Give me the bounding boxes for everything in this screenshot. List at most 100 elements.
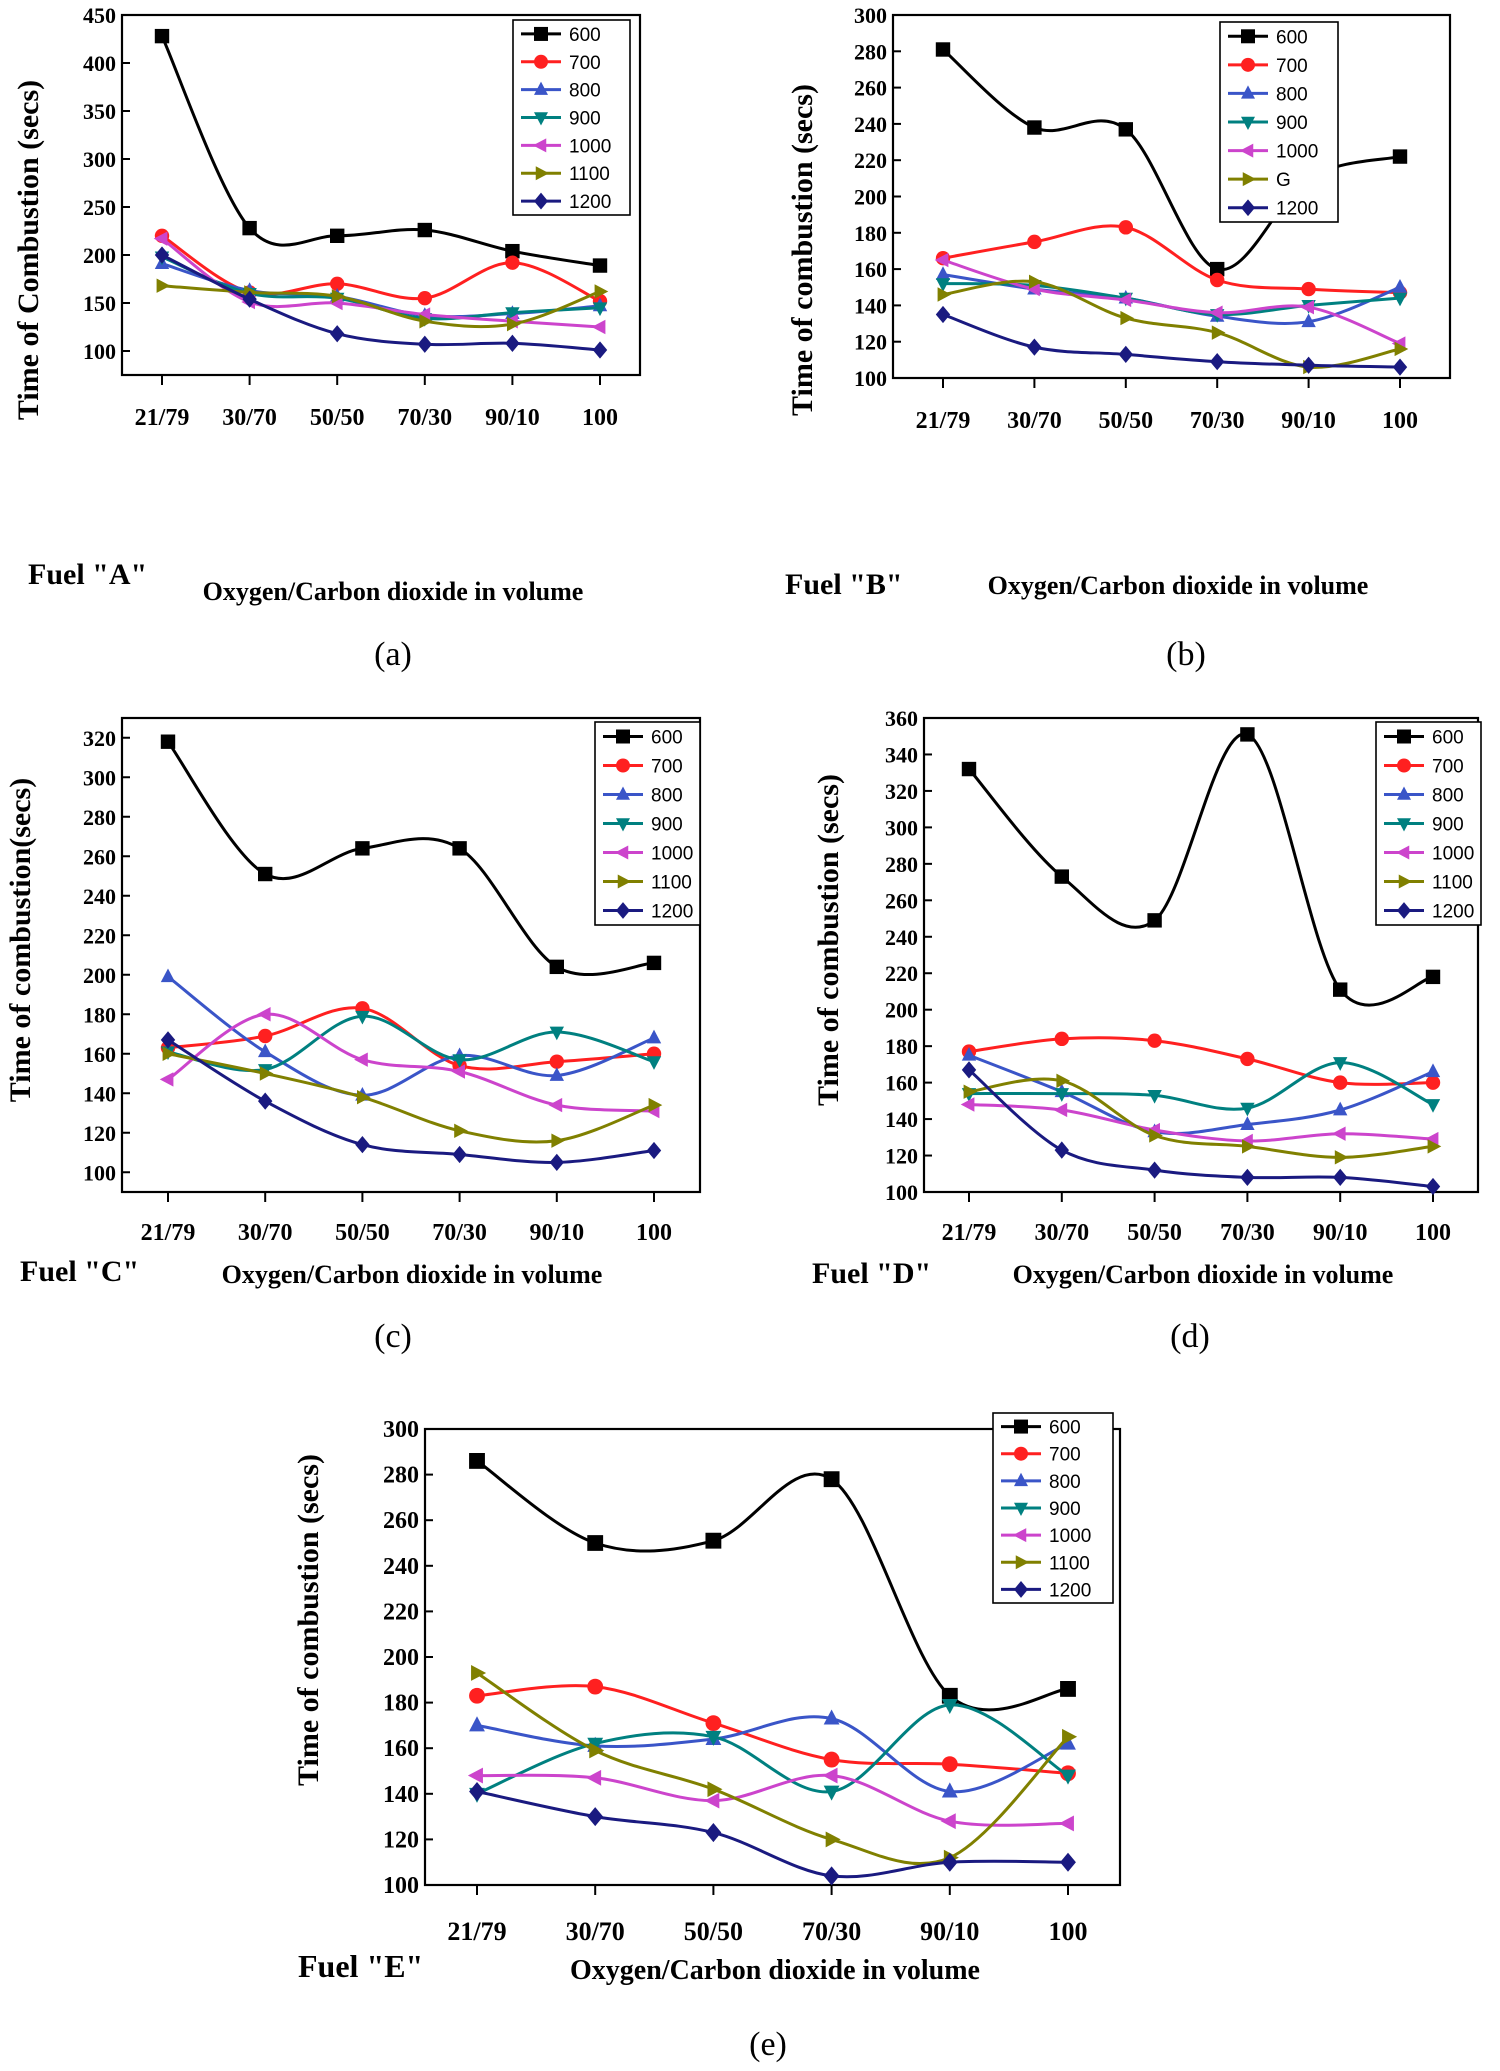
panel-c-y-tick-label: 260 bbox=[83, 844, 116, 869]
panel-b-x-axis-title: Oxygen/Carbon dioxide in volume bbox=[988, 571, 1369, 600]
panel-c-y-tick-label: 200 bbox=[83, 963, 116, 988]
panel-d-series-1200-point bbox=[961, 1061, 977, 1079]
panel-c-fuel-label: Fuel "C" bbox=[20, 1255, 139, 1288]
panel-a-series-1100-point bbox=[156, 278, 171, 293]
panel-c-series-900-point bbox=[549, 1026, 564, 1041]
panel-c-legend-marker-700 bbox=[616, 758, 630, 773]
panel-d-legend-label-1000: 1000 bbox=[1432, 844, 1474, 865]
panel-d-series-900-point bbox=[1240, 1102, 1255, 1117]
panel-a-legend-marker-1100 bbox=[535, 166, 550, 181]
panel-d-series-1200-point bbox=[1333, 1168, 1348, 1187]
panel-c-series-800-point bbox=[258, 1043, 273, 1058]
panel-b-legend-marker-1000 bbox=[1239, 143, 1254, 158]
panel-b-y-tick-label: 140 bbox=[854, 293, 887, 318]
panel-e-series-900-point bbox=[1060, 1769, 1076, 1785]
panel-b-legend-label-1200: 1200 bbox=[1276, 199, 1318, 220]
panel-c-series-1000-line bbox=[167, 1012, 655, 1113]
panel-d-legend-marker-1000 bbox=[1395, 845, 1410, 860]
panel-a-series-1100-line bbox=[161, 284, 601, 329]
panel-e-y-tick-label: 160 bbox=[383, 1736, 419, 1762]
panel-e-series-1100-point bbox=[825, 1831, 841, 1848]
panel-d-y-tick-label: 260 bbox=[885, 888, 918, 913]
panel-e-y-tick-label: 120 bbox=[383, 1827, 419, 1853]
panel-c-legend-marker-1200 bbox=[616, 902, 630, 919]
panel-d-y-tick-label: 220 bbox=[885, 961, 918, 986]
panel-d-x-tick-label: 50/50 bbox=[1127, 1220, 1182, 1246]
panel-e-series-1200-point bbox=[941, 1852, 958, 1872]
panel-d-series-1100-point bbox=[963, 1084, 978, 1099]
panel-e-series-1200-point bbox=[1060, 1852, 1076, 1872]
panel-a-y-tick-label: 250 bbox=[83, 195, 116, 220]
panel-d-y-tick-label: 360 bbox=[885, 706, 918, 731]
panel-a-legend-marker-900 bbox=[534, 112, 548, 126]
panel-b-legend-marker-800 bbox=[1241, 85, 1255, 99]
panel-e-series-1000-line bbox=[476, 1773, 1069, 1827]
panel-a-x-tick-label: 90/10 bbox=[485, 405, 540, 431]
panel-b-x-tick-label: 100 bbox=[1382, 408, 1418, 434]
panel-c-y-tick-label: 120 bbox=[83, 1121, 116, 1146]
panel-d-legend-label-1200: 1200 bbox=[1432, 902, 1474, 923]
panel-a-series-600-point bbox=[154, 28, 170, 44]
panel-b-y-tick-label: 240 bbox=[854, 112, 887, 137]
panel-e-y-axis-title: Time of combustion (secs) bbox=[292, 1454, 325, 1786]
panel-a-y-tick-label: 400 bbox=[83, 51, 116, 76]
panel-e-x-tick-label: 70/30 bbox=[802, 1917, 861, 1946]
panel-e-legend-marker-600 bbox=[1014, 1419, 1028, 1434]
panel-e-legend-marker-1000 bbox=[1012, 1528, 1027, 1543]
panel-b-legend-marker-900 bbox=[1241, 116, 1255, 131]
panel-d-series-1100-point bbox=[1334, 1150, 1349, 1165]
panel-e-y-tick-label: 180 bbox=[383, 1691, 419, 1717]
panel-c-series-1100-point bbox=[259, 1066, 274, 1081]
panel-e-legend-label-1200: 1200 bbox=[1049, 1580, 1091, 1601]
panel-c-series-600-point bbox=[549, 959, 564, 975]
panel-e-legend-label-1000: 1000 bbox=[1049, 1526, 1091, 1547]
panel-d-y-tick-label: 120 bbox=[885, 1144, 918, 1169]
panel-a-series-700-point bbox=[505, 255, 520, 270]
panel-b-legend: 600 700 800 900 1000 G 1200 bbox=[1219, 21, 1339, 223]
panel-c-y-tick-label: 300 bbox=[83, 765, 116, 790]
panel-c-y-tick-label: 320 bbox=[83, 726, 116, 751]
panel-a-series-600-point bbox=[505, 243, 520, 259]
panel-a-series-1200-point bbox=[154, 246, 170, 264]
panel-b-series-700-point bbox=[1301, 281, 1316, 297]
panel-d-legend-label-1100: 1100 bbox=[1432, 873, 1473, 894]
panel-b-y-tick-label: 120 bbox=[854, 330, 887, 355]
panel-c-series-1200-point bbox=[258, 1092, 273, 1110]
panel-c-y-tick-label: 240 bbox=[83, 884, 116, 909]
panel-a-series-700-point bbox=[330, 276, 345, 291]
panel-b-series-800-point bbox=[1301, 313, 1316, 328]
panel-c-legend-label-700: 700 bbox=[651, 757, 683, 778]
panel-a-series-1100-point bbox=[331, 289, 346, 304]
panel-a-x-tick-label: 30/70 bbox=[222, 405, 277, 431]
panel-b-series-1000-point bbox=[1026, 281, 1040, 297]
panel-a-series-1000-point bbox=[591, 319, 606, 335]
panel-c-legend-label-600: 600 bbox=[651, 728, 683, 749]
panel-c-series-1100-point bbox=[551, 1133, 566, 1148]
panel-d-series-600-point bbox=[1240, 727, 1255, 742]
panel-d-series-700-point bbox=[1054, 1031, 1070, 1047]
panel-c-x-tick-label: 30/70 bbox=[238, 1220, 293, 1246]
panel-c-series-1000-point bbox=[354, 1052, 368, 1067]
panel-e-series-600-point bbox=[1060, 1681, 1076, 1697]
panel-c-series-600-point bbox=[355, 841, 370, 856]
panel-e-series-1200-point bbox=[705, 1823, 722, 1843]
panel-b-y-tick-label: 260 bbox=[854, 76, 887, 101]
panel-a-series-600-point bbox=[330, 228, 345, 243]
panel-e-series-1000-point bbox=[822, 1767, 838, 1784]
panel-a-legend-label-600: 600 bbox=[569, 25, 601, 46]
panel-e-x-tick-label: 21/79 bbox=[447, 1917, 506, 1946]
panel-d-series-800-point bbox=[1240, 1116, 1255, 1130]
panel-b-series-1000-point bbox=[1208, 305, 1223, 320]
panel-b-y-tick-label: 100 bbox=[854, 366, 887, 391]
panel-a-legend-marker-700 bbox=[534, 54, 548, 69]
panel-c-series-1200-point bbox=[452, 1145, 467, 1164]
panel-a-legend-marker-1200 bbox=[534, 192, 548, 210]
panel-b-legend-marker-1200 bbox=[1241, 199, 1255, 217]
panel-d-y-tick-label: 280 bbox=[885, 852, 918, 877]
panel-c: 100 120 140 160 180 200 220 240 260 280 300 320 21/7… bbox=[83, 716, 702, 1246]
panel-d-series-900-point bbox=[1147, 1089, 1162, 1104]
panel-e-series-900-point bbox=[823, 1785, 840, 1801]
panel-d-legend-marker-700 bbox=[1397, 758, 1411, 773]
panel-d-series-700-point bbox=[1425, 1075, 1441, 1090]
